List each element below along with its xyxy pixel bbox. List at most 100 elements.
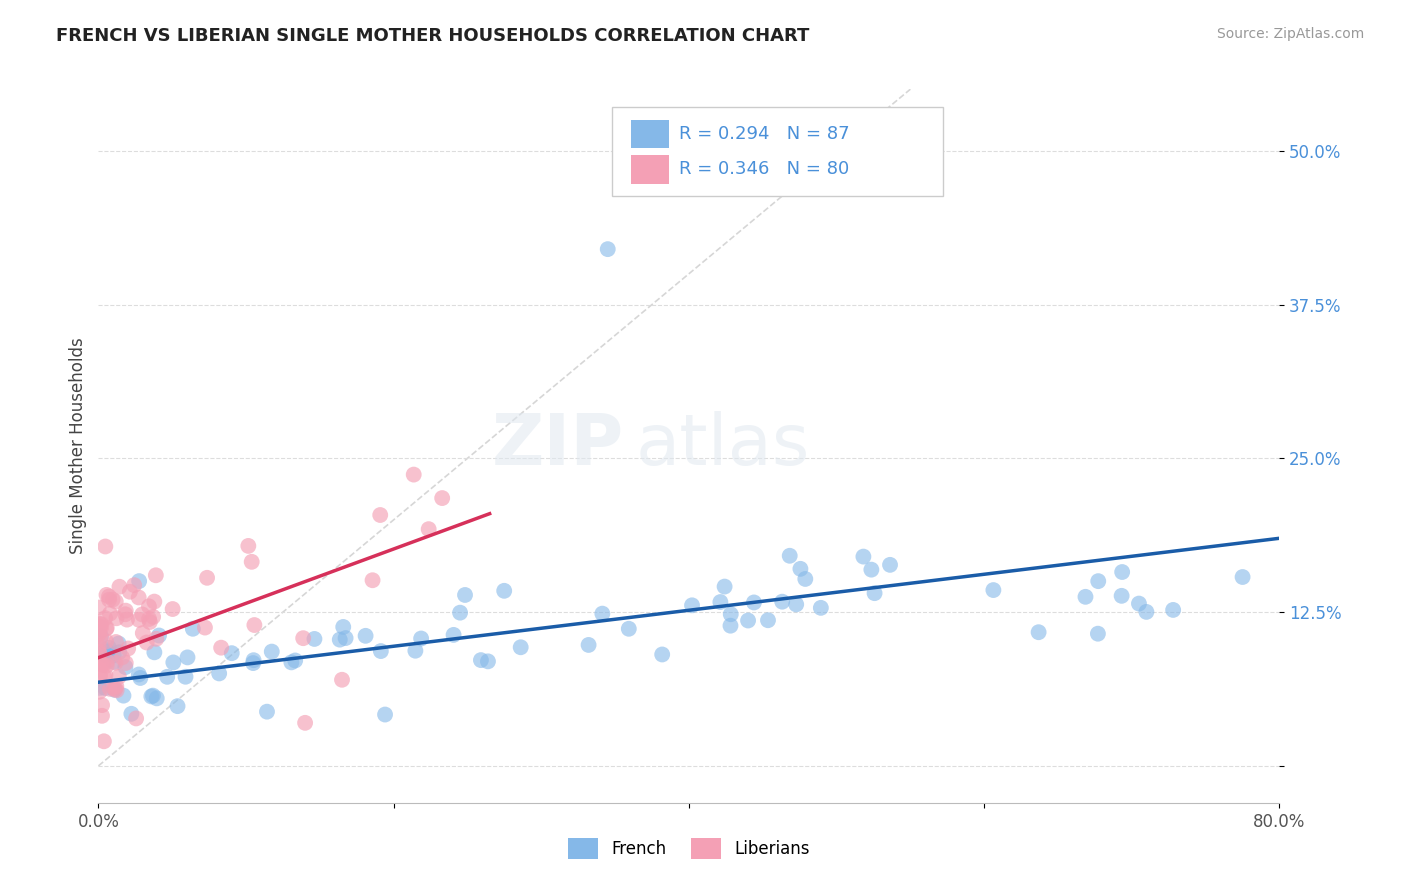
Point [142, 610, 165, 624]
Point [128, 574, 150, 588]
Point [779, 549, 801, 563]
Point [107, 636, 129, 650]
Point [89, 668, 111, 682]
Point [1074, 590, 1097, 604]
Point [132, 626, 155, 640]
Point [162, 602, 184, 616]
Point [87, 627, 110, 641]
Point [443, 628, 465, 642]
Point [90, 657, 112, 672]
Text: atlas: atlas [636, 411, 810, 481]
Point [90, 630, 112, 644]
Point [145, 632, 167, 646]
Point [89, 681, 111, 695]
Point [104, 682, 127, 697]
Point [125, 711, 148, 725]
Point [143, 645, 166, 659]
Point [89, 647, 111, 661]
Point [108, 645, 131, 659]
FancyBboxPatch shape [612, 107, 943, 196]
Point [108, 670, 131, 684]
Point [852, 549, 875, 564]
Point [1028, 625, 1050, 640]
Point [98, 607, 121, 621]
Point [87, 640, 110, 654]
Point [209, 640, 232, 655]
Point [651, 648, 673, 662]
Point [112, 689, 135, 703]
Point [145, 691, 167, 706]
Point [810, 600, 832, 615]
Point [174, 670, 197, 684]
Point [103, 681, 125, 695]
Point [105, 679, 128, 693]
Point [148, 628, 170, 642]
Point [304, 632, 326, 646]
Legend: French, Liberians: French, Liberians [568, 838, 810, 859]
Point [90, 621, 112, 635]
Point [94, 643, 117, 657]
Point [145, 568, 167, 582]
Point [354, 629, 377, 643]
Point [94, 648, 117, 662]
Point [89, 684, 111, 698]
Point [103, 655, 125, 669]
Point [1087, 574, 1109, 589]
Point [292, 631, 315, 645]
Point [98, 592, 121, 607]
Point [221, 646, 243, 660]
Point [243, 618, 266, 632]
Point [120, 706, 142, 721]
Point [176, 650, 198, 665]
Point [89, 617, 111, 632]
Point [115, 613, 138, 627]
Point [122, 578, 145, 592]
Point [114, 607, 136, 622]
Point [94, 622, 117, 636]
Point [494, 583, 516, 598]
Point [135, 635, 157, 649]
Point [863, 586, 886, 600]
Point [477, 654, 499, 668]
Point [789, 562, 811, 576]
Point [756, 613, 779, 627]
Point [128, 667, 150, 681]
Point [591, 607, 613, 621]
Point [90, 617, 112, 632]
Point [93, 734, 115, 748]
Point [430, 491, 453, 505]
Point [770, 595, 793, 609]
Point [411, 632, 433, 646]
Point [284, 653, 307, 667]
Point [720, 618, 742, 632]
Point [418, 522, 440, 536]
Point [94, 540, 117, 554]
Point [242, 653, 264, 667]
Point [329, 632, 352, 647]
Point [280, 656, 302, 670]
Point [361, 573, 384, 587]
Point [104, 635, 127, 649]
Point [98, 590, 121, 604]
Y-axis label: Single Mother Households: Single Mother Households [69, 338, 87, 554]
Point [195, 571, 218, 585]
Point [256, 705, 278, 719]
Point [720, 607, 742, 622]
Point [454, 588, 477, 602]
Point [335, 631, 357, 645]
Point [238, 539, 260, 553]
Point [90, 656, 112, 670]
Point [91, 657, 114, 672]
Point [330, 673, 353, 687]
Point [162, 656, 184, 670]
Point [194, 621, 217, 635]
Point [104, 594, 127, 608]
Point [105, 683, 128, 698]
Point [114, 660, 136, 674]
Point [370, 644, 392, 658]
Point [709, 595, 731, 609]
Point [449, 606, 471, 620]
Point [737, 614, 759, 628]
Point [1111, 589, 1133, 603]
Point [983, 583, 1005, 598]
